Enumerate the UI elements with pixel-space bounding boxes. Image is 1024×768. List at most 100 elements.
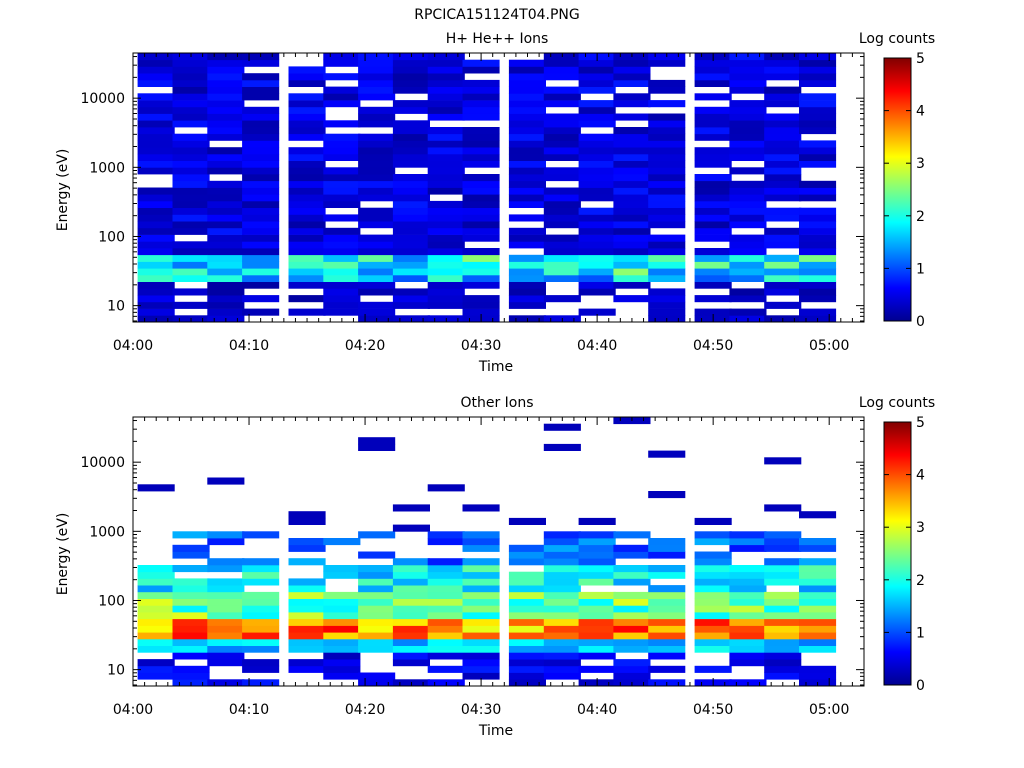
- heatmap-cell: [462, 194, 500, 202]
- heatmap-cell: [242, 598, 280, 606]
- heatmap-cell: [172, 180, 210, 188]
- heatmap-cell: [137, 147, 175, 155]
- heatmap-cell: [137, 565, 175, 573]
- x-tick-label: 04:20: [345, 702, 385, 718]
- colorbar-label: Log counts: [859, 395, 935, 411]
- heatmap-cell: [137, 127, 175, 135]
- heatmap-cell: [543, 625, 581, 633]
- heatmap-cell: [613, 180, 651, 188]
- heatmap-cell: [323, 591, 361, 599]
- heatmap-cell: [462, 248, 500, 256]
- heatmap-cell: [392, 140, 430, 148]
- heatmap-cell: [508, 194, 546, 202]
- heatmap-cell: [462, 672, 500, 680]
- heatmap-cell: [543, 598, 581, 606]
- heatmap-cell: [288, 544, 326, 552]
- heatmap-cell: [462, 531, 500, 539]
- heatmap-cell: [729, 578, 767, 586]
- heatmap-cell: [392, 565, 430, 573]
- heatmap-cell: [764, 66, 802, 74]
- heatmap-cell: [578, 66, 616, 74]
- y-axis: 10 100 1000 10000: [80, 420, 864, 686]
- heatmap-cell: [207, 605, 245, 613]
- heatmap-cell: [172, 221, 210, 229]
- heatmap-cell: [242, 160, 280, 168]
- heatmap-cell: [462, 301, 500, 309]
- heatmap-cell: [137, 214, 175, 222]
- heatmap-cell: [648, 113, 686, 121]
- heatmap-cell: [462, 127, 500, 135]
- heatmap-cell: [578, 59, 616, 67]
- heatmap-cell: [288, 598, 326, 606]
- heatmap-cell: [799, 565, 837, 573]
- heatmap-cell: [613, 200, 651, 208]
- heatmap-cell: [288, 618, 326, 626]
- heatmap-cell: [392, 59, 430, 67]
- heatmap-cell: [578, 551, 616, 559]
- heatmap-cell: [799, 241, 837, 249]
- heatmap-cell: [462, 147, 500, 155]
- heatmap-cell: [578, 86, 616, 94]
- heatmap-cell: [543, 645, 581, 653]
- heatmap-cell: [729, 187, 767, 195]
- heatmap-cell: [729, 261, 767, 269]
- heatmap-cell: [764, 274, 802, 282]
- x-tick-label: 04:30: [461, 338, 501, 354]
- heatmap-cell: [242, 591, 280, 599]
- heatmap-cell: [207, 295, 245, 303]
- heatmap-cell: [207, 241, 245, 249]
- heatmap-cell: [648, 638, 686, 646]
- heatmap-cell: [462, 565, 500, 573]
- heatmap-cell: [578, 100, 616, 108]
- heatmap-cell: [392, 133, 430, 141]
- heatmap-cell: [358, 120, 396, 128]
- heatmap-cell: [648, 86, 686, 94]
- heatmap-cell: [613, 79, 651, 87]
- heatmap-cell: [427, 93, 465, 101]
- heatmap-cell: [648, 551, 686, 559]
- heatmap-cell: [729, 113, 767, 121]
- heatmap-cell: [427, 167, 465, 175]
- heatmap-cell: [694, 221, 732, 229]
- heatmap-cell: [288, 147, 326, 155]
- heatmap-cell: [578, 167, 616, 175]
- heatmap-cell: [729, 254, 767, 262]
- heatmap-cell: [799, 207, 837, 215]
- heatmap-cell: [613, 268, 651, 276]
- y-tick-label: 100: [98, 229, 125, 245]
- heatmap-cell: [508, 140, 546, 148]
- heatmap-cell: [392, 295, 430, 303]
- heatmap-cell: [648, 79, 686, 87]
- heatmap-cell: [462, 254, 500, 262]
- y-tick-label: 1000: [89, 524, 125, 540]
- heatmap-cell: [648, 248, 686, 256]
- heatmap-cell: [137, 625, 175, 633]
- heatmap-cell: [764, 120, 802, 128]
- heatmap-cell: [764, 288, 802, 296]
- heatmap-cell: [392, 598, 430, 606]
- heatmap-cell: [462, 133, 500, 141]
- heatmap-cell: [288, 227, 326, 235]
- heatmap-cell: [242, 578, 280, 586]
- heatmap-cell: [799, 672, 837, 680]
- plot-frame: [132, 52, 865, 323]
- heatmap-cell: [288, 308, 326, 316]
- heatmap-cell: [764, 140, 802, 148]
- heatmap-cell: [543, 66, 581, 74]
- y-tick-label: 10000: [80, 91, 125, 107]
- heatmap-cell: [242, 665, 280, 673]
- heatmap-cell: [543, 214, 581, 222]
- heatmap-cell: [172, 106, 210, 114]
- heatmap-cell: [729, 295, 767, 303]
- heatmap-cell: [543, 578, 581, 586]
- heatmap-cell: [543, 167, 581, 175]
- heatmap-cell: [578, 288, 616, 296]
- heatmap-cell: [172, 241, 210, 249]
- heatmap-cell: [242, 200, 280, 208]
- heatmap-cell: [694, 187, 732, 195]
- heatmap-cell: [427, 127, 465, 135]
- heatmap-cell: [694, 632, 732, 640]
- heatmap-cell: [508, 187, 546, 195]
- heatmap-cell: [207, 645, 245, 653]
- heatmap-cell: [288, 268, 326, 276]
